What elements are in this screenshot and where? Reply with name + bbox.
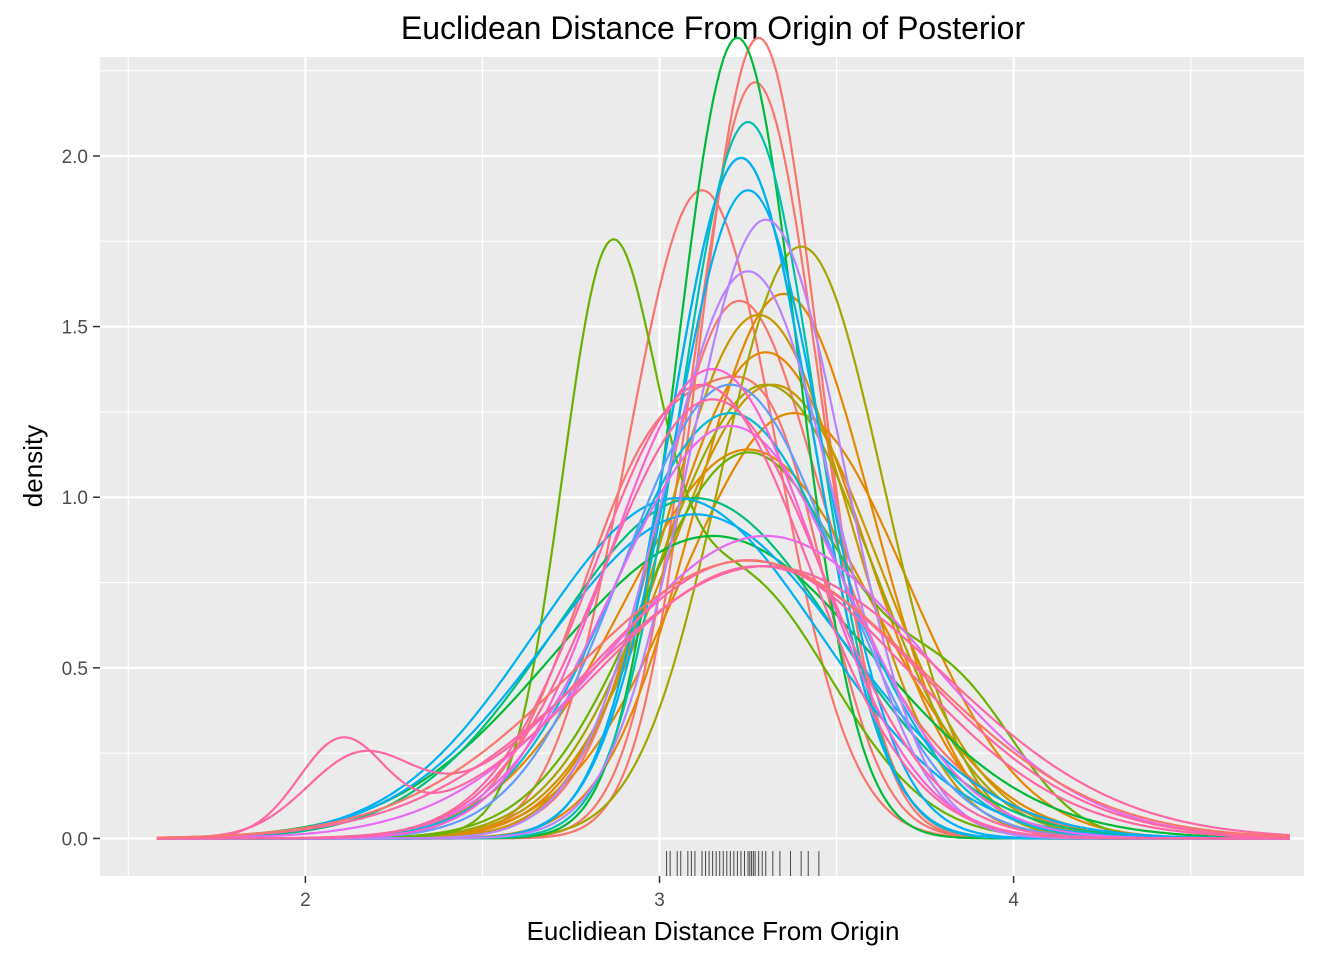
density-curve-30	[156, 534, 1290, 840]
rug-marks	[666, 851, 820, 876]
y-axis-title: density	[18, 425, 48, 507]
axes: 2 3 4 0.0 0.5 1.0 1.5 2.0	[62, 147, 1020, 911]
density-curve-37	[156, 559, 1290, 839]
y-tick-label: 0.0	[62, 829, 88, 850]
x-tick-label: 4	[1008, 890, 1019, 911]
y-tick-label: 1.5	[62, 318, 88, 339]
chart-title: Euclidean Distance From Origin of Poster…	[401, 10, 1026, 46]
density-curve-36	[156, 565, 1290, 839]
density-curve-25	[156, 497, 1290, 840]
density-curve-24	[156, 513, 1290, 840]
y-tick-label: 0.5	[62, 659, 88, 680]
x-tick-label: 2	[300, 890, 311, 911]
y-tick-label: 2.0	[62, 147, 88, 168]
x-tick-label: 3	[654, 890, 665, 911]
density-curve-33	[156, 398, 1290, 840]
density-curves	[156, 36, 1290, 840]
y-tick-label: 1.0	[62, 488, 88, 509]
grid-lines	[100, 57, 1304, 876]
density-curve-34	[156, 565, 1290, 840]
plot-panel	[100, 57, 1304, 876]
x-axis-title: Euclidiean Distance From Origin	[527, 916, 900, 946]
